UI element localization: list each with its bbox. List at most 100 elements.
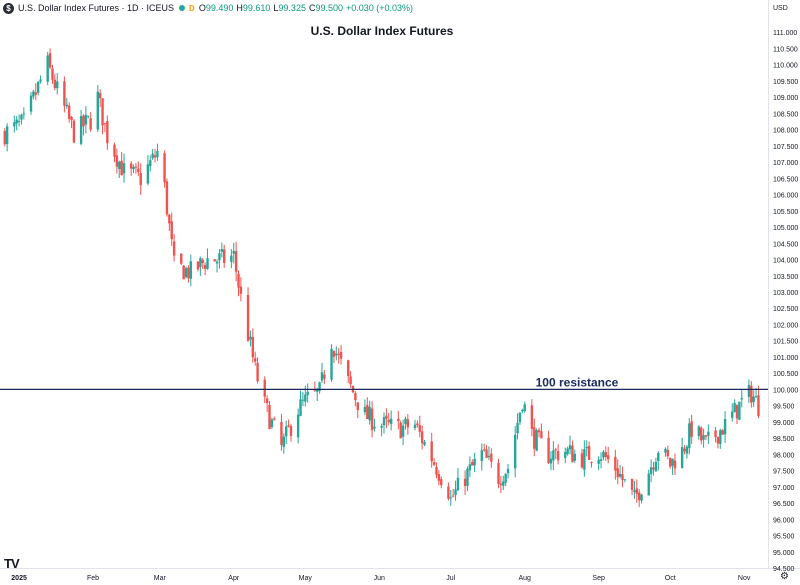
candle-body [482, 449, 486, 451]
candle-body [754, 396, 758, 398]
candle-body [397, 418, 400, 422]
candle-body [320, 372, 324, 381]
candle-body [106, 121, 109, 144]
candle-body [652, 467, 655, 470]
candle-body [564, 451, 567, 458]
market-status-dot [179, 5, 186, 11]
candle-body [721, 430, 724, 435]
candle-body [72, 120, 76, 143]
candle-body [521, 409, 524, 412]
candle-body [22, 113, 26, 115]
candle-body [313, 389, 317, 391]
candle-body [597, 459, 600, 464]
candle-body [556, 451, 560, 461]
candle-body [139, 173, 142, 186]
candle-body [580, 453, 584, 468]
candle-body [456, 477, 460, 491]
candle-body [149, 160, 152, 166]
candle-body [215, 261, 219, 264]
candle-body [719, 430, 722, 445]
y-tick-label: 97.000 [773, 485, 795, 492]
candle-body [406, 419, 410, 428]
candle-body [151, 153, 154, 159]
candle-body [234, 251, 238, 272]
candle-body [20, 114, 23, 120]
candle-body [669, 457, 672, 467]
resistance-label: 100 resistance [536, 375, 619, 389]
symbol-title[interactable]: U.S. Dollar Index Futures · 1D · ICEUS [18, 3, 175, 13]
y-tick-label: 96.500 [773, 501, 795, 508]
candle-body [697, 426, 701, 436]
candle-body [251, 336, 255, 358]
candle-body [587, 446, 591, 460]
low-label: L [273, 3, 279, 13]
candle-body [280, 421, 283, 445]
candle-body [506, 468, 510, 474]
candle-body [463, 478, 467, 487]
candle-body [513, 434, 517, 469]
candle-body [156, 150, 159, 158]
candle-body [67, 105, 71, 119]
y-tick-label: 109.000 [773, 95, 798, 102]
candle-body [132, 166, 135, 170]
candle-body [146, 164, 150, 184]
y-tick-label: 96.000 [773, 517, 795, 524]
y-tick-label: 107.500 [773, 144, 798, 151]
candle-body [182, 265, 185, 280]
y-tick-label: 100.000 [773, 387, 798, 394]
candle-body [89, 118, 92, 130]
candle-body [447, 486, 450, 499]
candle-body [134, 166, 138, 168]
candle-body [649, 467, 653, 474]
y-tick-label: 99.500 [773, 404, 795, 411]
candle-body [413, 424, 417, 429]
candle-body [616, 468, 619, 478]
candle-body [657, 452, 660, 462]
candle-body [13, 122, 16, 127]
candle-body [165, 181, 169, 215]
candle-body [170, 221, 173, 240]
candle-body [740, 398, 743, 400]
candle-body [254, 358, 257, 362]
candle-body [230, 255, 233, 262]
candle-body [51, 68, 54, 80]
candle-body [189, 261, 193, 279]
x-tick-label: Jun [374, 575, 385, 582]
candle-body [385, 415, 388, 419]
candle-body [347, 360, 350, 377]
gear-icon[interactable]: ⚙ [780, 571, 789, 582]
candle-body [70, 117, 73, 121]
candle-body [5, 126, 9, 145]
candle-body [84, 114, 88, 125]
candle-body [702, 435, 705, 440]
candle-body [516, 422, 519, 434]
x-tick-label: 2025 [11, 575, 27, 582]
candle-body [735, 404, 739, 419]
candle-body [468, 464, 472, 471]
candle-body [752, 396, 755, 403]
candle-body [750, 385, 753, 403]
candle-body [39, 79, 42, 82]
candle-body [680, 447, 684, 468]
candle-body [29, 95, 33, 112]
candle-body [268, 404, 271, 430]
y-tick-label: 95.000 [773, 550, 795, 557]
candle-body [301, 399, 305, 401]
candle-body [664, 448, 667, 453]
candle-body [700, 427, 703, 441]
y-tick-label: 102.500 [773, 306, 798, 313]
candle-body [604, 452, 608, 458]
candle-body [172, 241, 176, 256]
tradingview-logo: TV [4, 556, 20, 571]
candle-body [330, 348, 333, 380]
candle-body [533, 427, 536, 449]
candle-body [153, 155, 157, 158]
candle-body [638, 492, 641, 501]
candle-body [184, 268, 188, 278]
candle-body [731, 411, 734, 418]
candle-body [654, 461, 658, 472]
x-tick-label: Oct [665, 575, 676, 582]
candle-body [56, 81, 59, 89]
chart-title: U.S. Dollar Index Futures [311, 24, 454, 38]
candle-body [401, 425, 405, 437]
